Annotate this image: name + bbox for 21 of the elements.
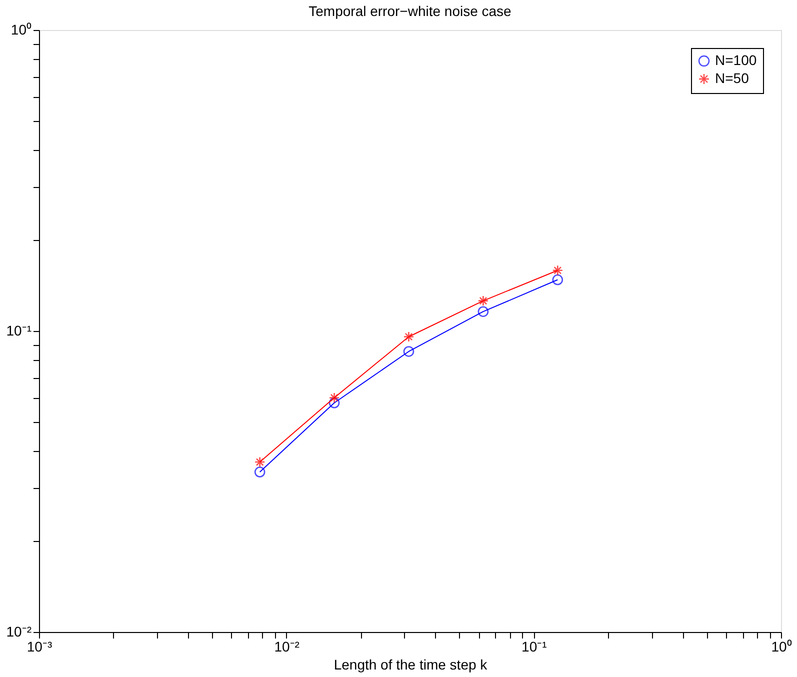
y-tick-label: 10⁻² <box>6 624 32 640</box>
point <box>552 264 564 276</box>
x-tick-label: 10⁰ <box>771 638 792 654</box>
legend-label: N=50 <box>715 70 750 86</box>
x-tick-label: 10⁻² <box>274 638 300 654</box>
point <box>403 346 414 357</box>
legend-label: N=100 <box>715 52 757 68</box>
x-tick-label: 10⁻³ <box>26 638 52 654</box>
y-tick-label: 10⁻¹ <box>6 322 32 338</box>
point <box>254 456 266 468</box>
x-tick-label: 10⁻¹ <box>522 638 548 654</box>
chart-title: Temporal error−white noise case <box>308 3 512 19</box>
point <box>552 274 564 286</box>
y-tick-label: 10⁰ <box>10 22 32 38</box>
point <box>328 392 340 404</box>
point <box>328 398 340 408</box>
point <box>478 306 489 317</box>
point <box>478 295 489 306</box>
x-axis-title: Length of the time step k <box>334 656 488 672</box>
point <box>403 331 414 342</box>
point <box>254 466 266 478</box>
